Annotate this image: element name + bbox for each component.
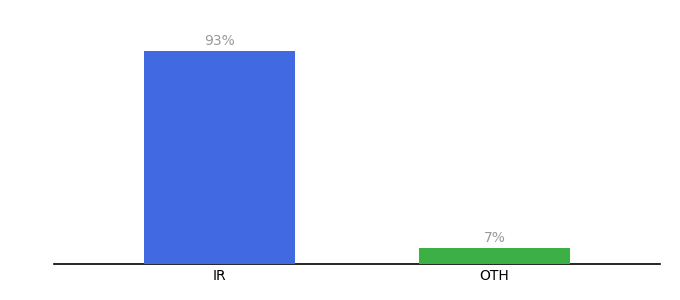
Bar (143, 51, 295, 264)
Bar (419, 248, 571, 264)
Text: 93%: 93% (204, 34, 235, 48)
Text: 7%: 7% (483, 231, 505, 244)
